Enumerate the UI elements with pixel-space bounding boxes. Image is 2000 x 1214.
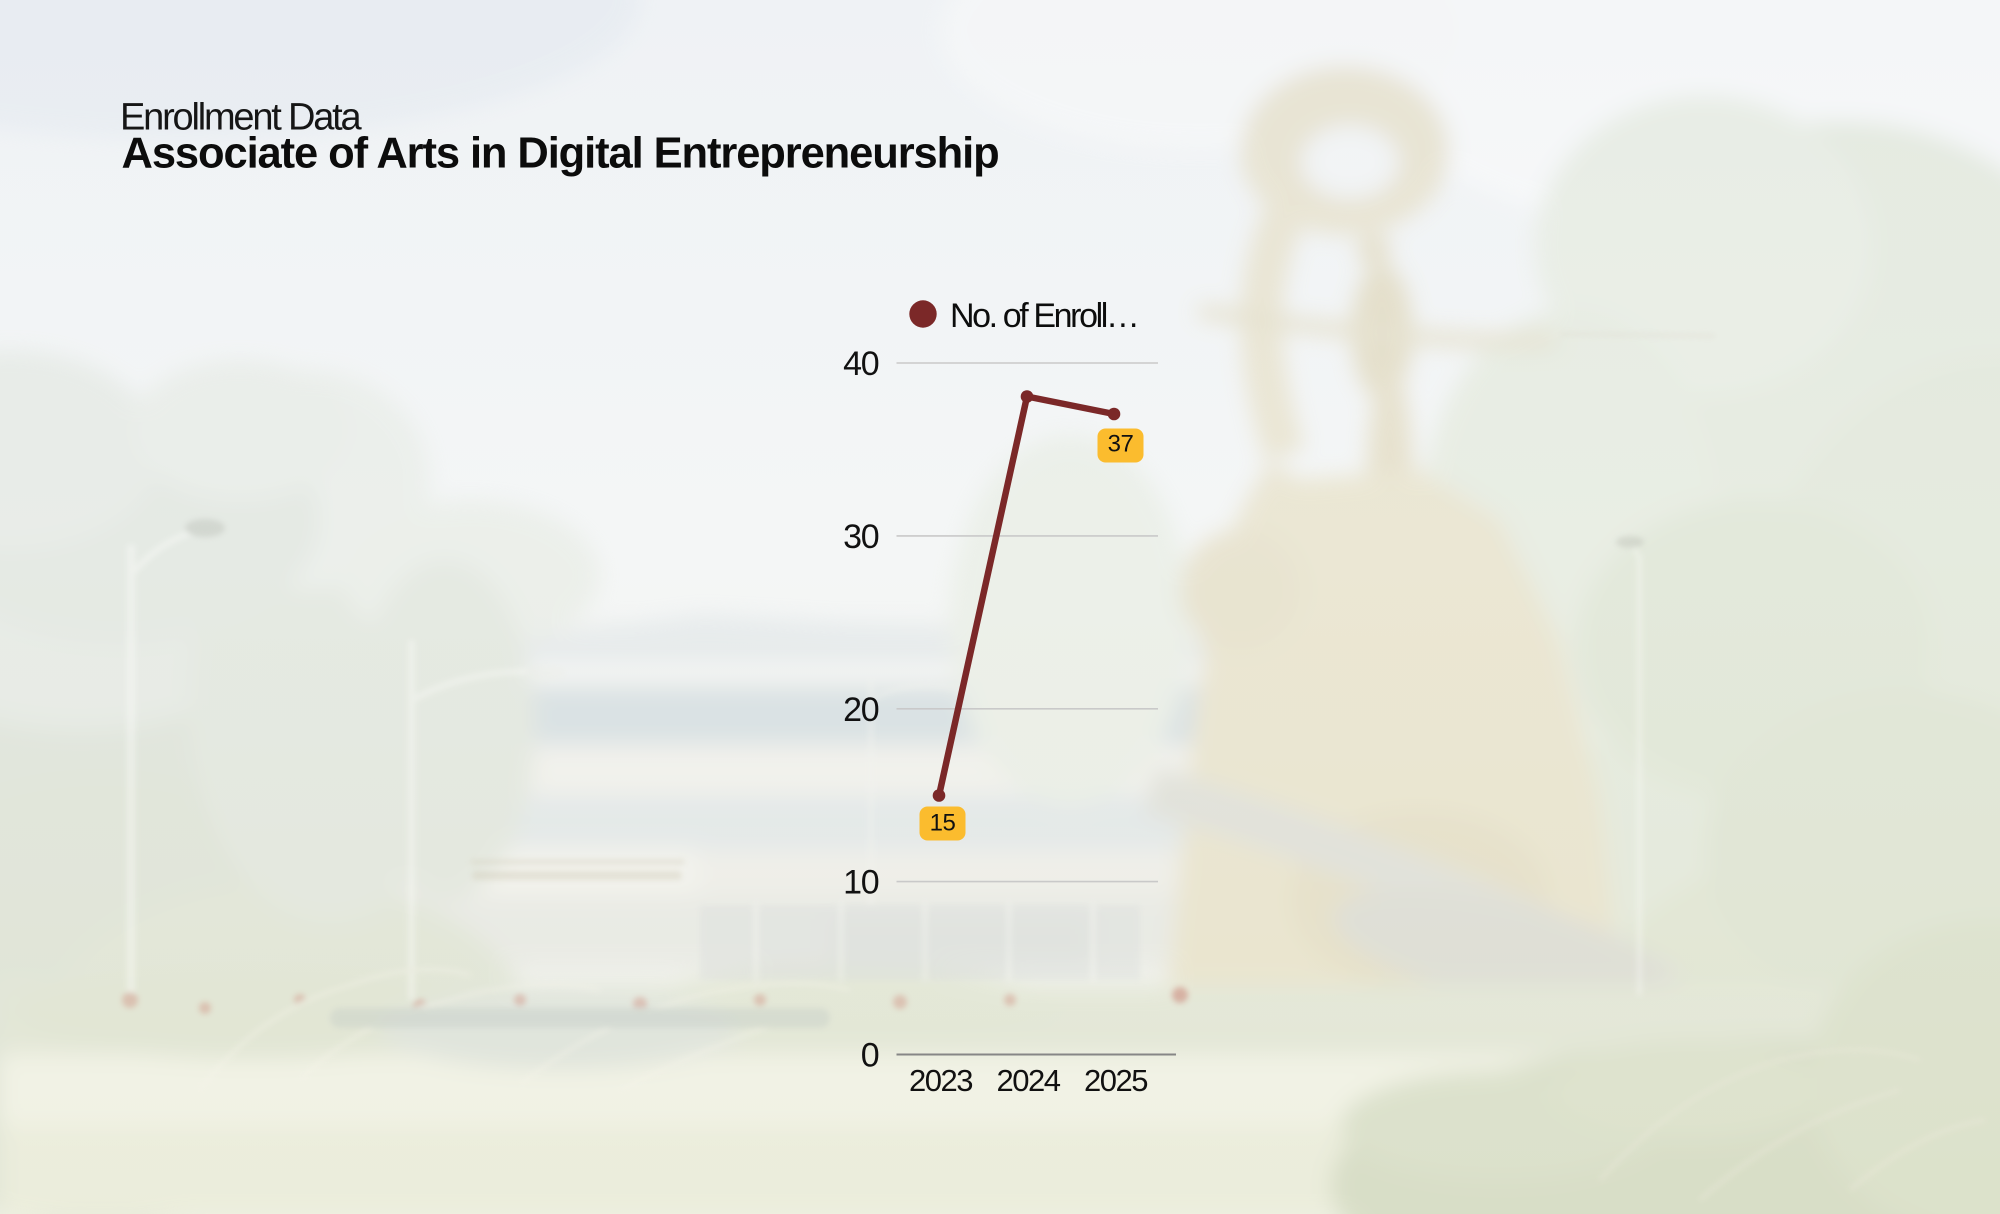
svg-text:20: 20 <box>843 691 879 729</box>
svg-text:30: 30 <box>843 518 879 556</box>
svg-text:40: 40 <box>843 345 879 383</box>
svg-text:2025: 2025 <box>1084 1063 1147 1098</box>
svg-text:Enrollment Data: Enrollment Data <box>120 97 363 139</box>
svg-text:37: 37 <box>1108 431 1134 458</box>
svg-text:2024: 2024 <box>997 1063 1061 1098</box>
svg-text:10: 10 <box>843 864 879 902</box>
svg-text:0: 0 <box>861 1037 879 1075</box>
svg-text:No. of Enroll…: No. of Enroll… <box>950 297 1137 335</box>
svg-text:Associate of Arts in Digital E: Associate of Arts in Digital Entrepreneu… <box>122 130 999 178</box>
svg-text:15: 15 <box>930 810 956 837</box>
svg-text:2023: 2023 <box>909 1063 972 1098</box>
